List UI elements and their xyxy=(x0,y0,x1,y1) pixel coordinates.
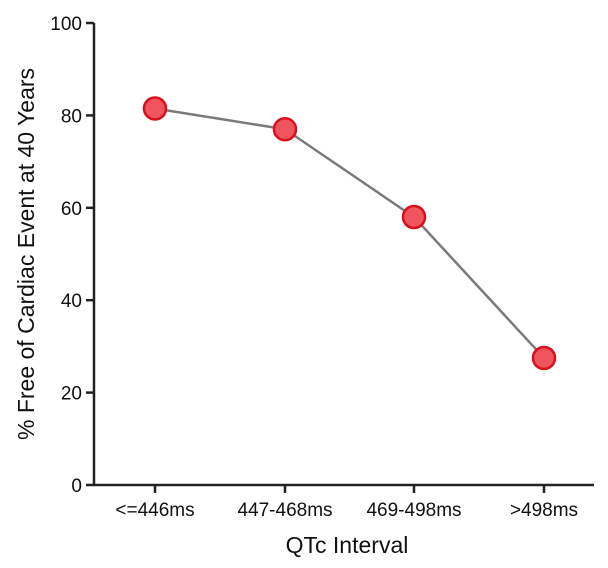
x-axis-title: QTc Interval xyxy=(286,532,409,558)
series-layer xyxy=(142,96,557,371)
data-point xyxy=(401,204,427,230)
y-tick-label: 40 xyxy=(61,291,82,312)
y-axis-title: % Free of Cardiac Event at 40 Years xyxy=(13,68,39,440)
y-tick-label: 20 xyxy=(61,384,82,405)
x-tick-label: 447-468ms xyxy=(237,500,332,521)
y-tick-label: 0 xyxy=(71,476,82,497)
y-tick-label: 80 xyxy=(61,106,82,127)
x-tick-label: <=446ms xyxy=(115,500,194,521)
data-point xyxy=(531,345,557,371)
y-tick-label: 60 xyxy=(61,199,82,220)
y-tick-label: 100 xyxy=(50,14,82,35)
x-tick-label: >498ms xyxy=(510,500,578,521)
x-tick-label: 469-498ms xyxy=(366,500,461,521)
data-point xyxy=(142,96,168,121)
y-axis-ticks: 0 20 40 60 80 100 xyxy=(50,14,94,497)
data-point xyxy=(272,117,298,142)
x-axis-ticks: <=446ms 447-468ms 469-498ms >498ms xyxy=(115,485,578,521)
series-line xyxy=(154,107,545,359)
